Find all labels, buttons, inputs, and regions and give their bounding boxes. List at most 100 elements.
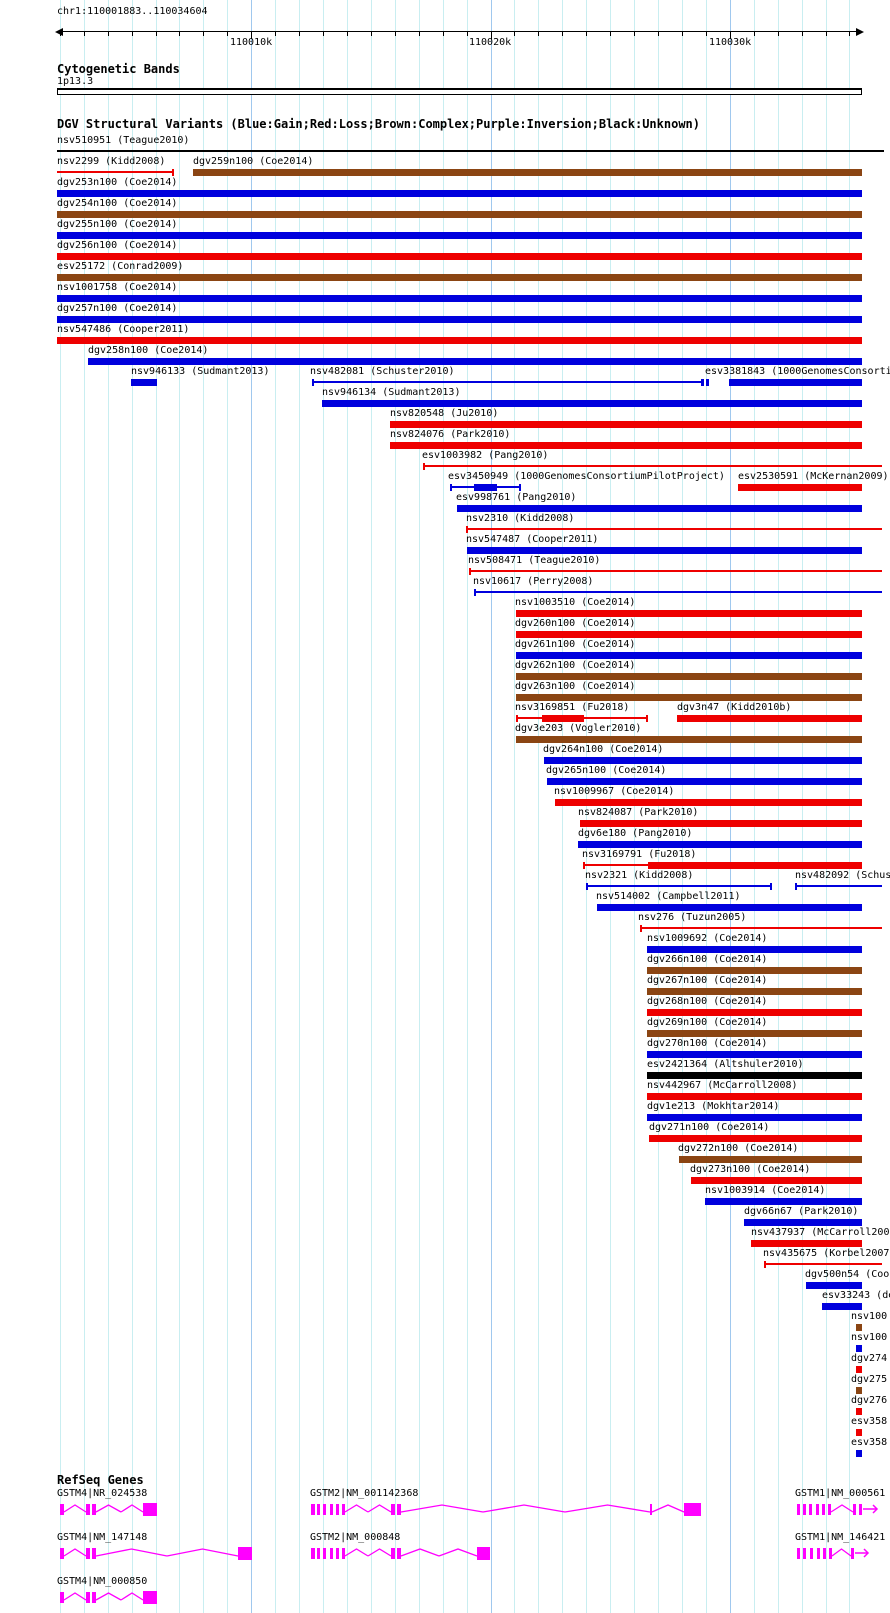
gene-glyph[interactable] [797, 1548, 870, 1559]
variant-line[interactable] [764, 1263, 882, 1265]
variant-bar[interactable] [856, 1450, 862, 1457]
variant-line[interactable] [583, 864, 650, 866]
variant-label: dgv275 [851, 1374, 888, 1385]
variant-bar[interactable] [474, 484, 497, 491]
variant-bar[interactable] [856, 1366, 862, 1373]
ruler-tick [658, 31, 660, 36]
gene-glyph[interactable] [60, 1591, 157, 1604]
ruler-tick [275, 31, 277, 36]
variant-bar[interactable] [390, 442, 862, 449]
variant-bar[interactable] [647, 946, 862, 953]
variant-bar[interactable] [322, 400, 862, 407]
variant-bar[interactable] [701, 379, 704, 386]
variant-line[interactable] [312, 381, 703, 383]
variant-bar[interactable] [856, 1387, 862, 1394]
variant-bar[interactable] [856, 1345, 862, 1352]
variant-bar[interactable] [856, 1324, 862, 1331]
variant-bar[interactable] [647, 1030, 862, 1037]
gridline-minor [442, 0, 444, 1613]
variant-line[interactable] [423, 465, 882, 467]
ruler-tick [466, 31, 468, 36]
variant-bar[interactable] [57, 190, 862, 197]
variant-bar[interactable] [516, 694, 862, 701]
variant-bar[interactable] [597, 904, 862, 911]
variant-bar[interactable] [57, 274, 862, 281]
variant-bar[interactable] [193, 169, 862, 176]
variant-label: nsv442967 (McCarroll2008) [647, 1080, 798, 1091]
variant-bar[interactable] [649, 1135, 862, 1142]
variant-bar[interactable] [516, 610, 862, 617]
variant-bar[interactable] [744, 1219, 862, 1226]
variant-bar[interactable] [806, 1282, 862, 1289]
cytoband-bar[interactable] [57, 88, 862, 95]
variant-bar[interactable] [679, 1156, 862, 1163]
variant-bar[interactable] [57, 253, 862, 260]
variant-line[interactable] [466, 528, 882, 530]
ruler-tick [394, 31, 396, 36]
ruler-tick [753, 31, 755, 36]
variant-bar[interactable] [647, 1051, 862, 1058]
variant-bar[interactable] [57, 295, 862, 302]
variant-bar[interactable] [647, 967, 862, 974]
variant-bar[interactable] [88, 358, 862, 365]
gene-glyph[interactable] [60, 1503, 157, 1516]
gene-glyph[interactable] [60, 1547, 252, 1560]
variant-bar[interactable] [647, 988, 862, 995]
cytoband-section-title: Cytogenetic Bands [57, 62, 180, 76]
variant-endtick-icon [172, 169, 174, 176]
variant-line[interactable] [586, 885, 772, 887]
gene-glyph[interactable] [797, 1504, 879, 1515]
ruler-tick [634, 31, 636, 36]
variant-bar[interactable] [648, 862, 862, 869]
variant-line[interactable] [795, 885, 882, 887]
variant-bar[interactable] [457, 505, 862, 512]
variant-bar[interactable] [57, 337, 862, 344]
variant-bar[interactable] [57, 316, 862, 323]
variant-bar[interactable] [706, 379, 709, 386]
variant-bar[interactable] [547, 778, 862, 785]
gene-label: GSTM4|NM_000850 [57, 1576, 148, 1587]
variant-bar[interactable] [705, 1198, 862, 1205]
variant-bar[interactable] [390, 421, 862, 428]
variant-bar[interactable] [544, 757, 862, 764]
variant-bar[interactable] [647, 1072, 862, 1079]
variant-bar[interactable] [856, 1408, 862, 1415]
variant-line[interactable] [57, 171, 173, 173]
variant-bar[interactable] [516, 736, 862, 743]
gene-glyph[interactable] [311, 1503, 701, 1516]
variant-bar[interactable] [691, 1177, 862, 1184]
variant-bar[interactable] [729, 379, 862, 386]
variant-label: nsv946133 (Sudmant2013) [131, 366, 270, 377]
gene-glyph[interactable] [311, 1547, 490, 1560]
variant-bar[interactable] [516, 652, 862, 659]
variant-bar[interactable] [578, 841, 862, 848]
variant-line[interactable] [57, 150, 884, 152]
variant-bar[interactable] [677, 715, 862, 722]
gridline-minor [323, 0, 325, 1613]
variant-bar[interactable] [647, 1009, 862, 1016]
variant-line[interactable] [474, 591, 882, 593]
variant-bar[interactable] [647, 1114, 862, 1121]
variant-label: dgv3n47 (Kidd2010b) [677, 702, 792, 713]
variant-bar[interactable] [856, 1429, 862, 1436]
variant-label: esv358 [851, 1416, 888, 1427]
variant-line[interactable] [469, 570, 882, 572]
variant-bar[interactable] [467, 547, 862, 554]
variant-line[interactable] [640, 927, 882, 929]
variant-bar[interactable] [751, 1240, 862, 1247]
variant-bar[interactable] [57, 232, 862, 239]
variant-bar[interactable] [580, 820, 862, 827]
variant-label: nsv514002 (Campbell2011) [596, 891, 741, 902]
variant-bar[interactable] [542, 715, 584, 722]
variant-bar[interactable] [555, 799, 862, 806]
variant-bar[interactable] [516, 631, 862, 638]
variant-bar[interactable] [647, 1093, 862, 1100]
gene-label: GSTM2|NM_001142368 [310, 1488, 419, 1499]
variant-bar[interactable] [131, 379, 157, 386]
variant-bar[interactable] [57, 211, 862, 218]
variant-bar[interactable] [738, 484, 862, 491]
variant-bar[interactable] [516, 673, 862, 680]
variant-bar[interactable] [822, 1303, 862, 1310]
gridline-major [251, 0, 253, 1613]
